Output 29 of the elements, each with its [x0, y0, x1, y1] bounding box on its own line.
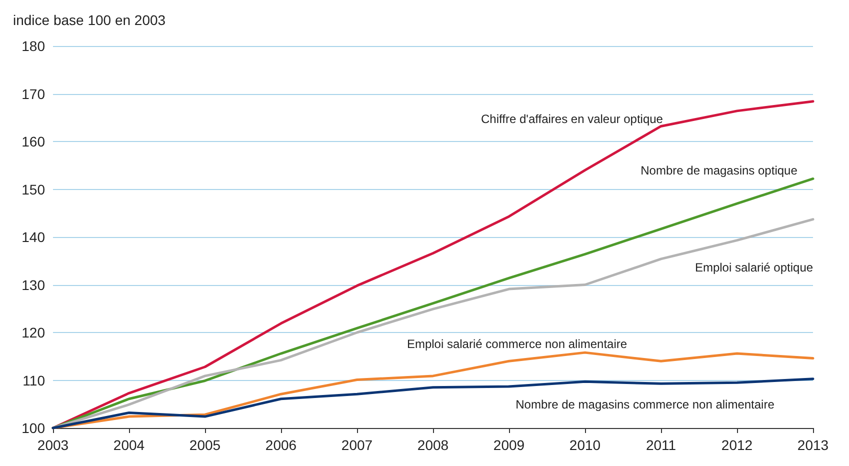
line-series: [52, 177, 814, 430]
x-tick-label: 2011: [646, 437, 676, 453]
line-series: [52, 378, 814, 430]
x-tick-label: 2007: [341, 437, 373, 453]
y-tick-label: 140: [22, 229, 46, 245]
y-tick-label: 100: [22, 420, 46, 436]
x-tick-label: 2009: [493, 437, 525, 453]
y-tick-label: 130: [22, 276, 46, 293]
x-tick-label: 2008: [417, 437, 449, 453]
x-tick-label: 2010: [569, 437, 601, 453]
y-tick-label: 170: [22, 86, 46, 102]
y-tick-label: 110: [22, 372, 46, 388]
series-label: Emploi salarié optique: [694, 260, 814, 274]
x-tick-label: 2006: [265, 437, 297, 453]
line-series: [52, 218, 814, 430]
series-label: Nombre de magasins optique: [640, 164, 798, 178]
x-tick-label: 2013: [797, 437, 829, 453]
y-tick-label: 160: [22, 134, 46, 150]
y-tick-label: 150: [22, 181, 46, 198]
x-tick-label: 2004: [113, 437, 145, 453]
x-tick-label: 2012: [721, 437, 753, 453]
x-tick-label: 2005: [189, 437, 221, 453]
series-label: Chiffre d'affaires en valeur optique: [481, 112, 664, 126]
y-tick-label: 180: [22, 38, 46, 54]
y-tick-label: 120: [22, 324, 46, 340]
series-label: Nombre de magasins commerce non alimentaire: [516, 398, 775, 412]
x-tick-label: 2003: [37, 437, 69, 453]
y-axis-title: indice base 100 en 2003: [13, 12, 166, 28]
series-label: Emploi salarié commerce non alimentaire: [406, 337, 628, 352]
